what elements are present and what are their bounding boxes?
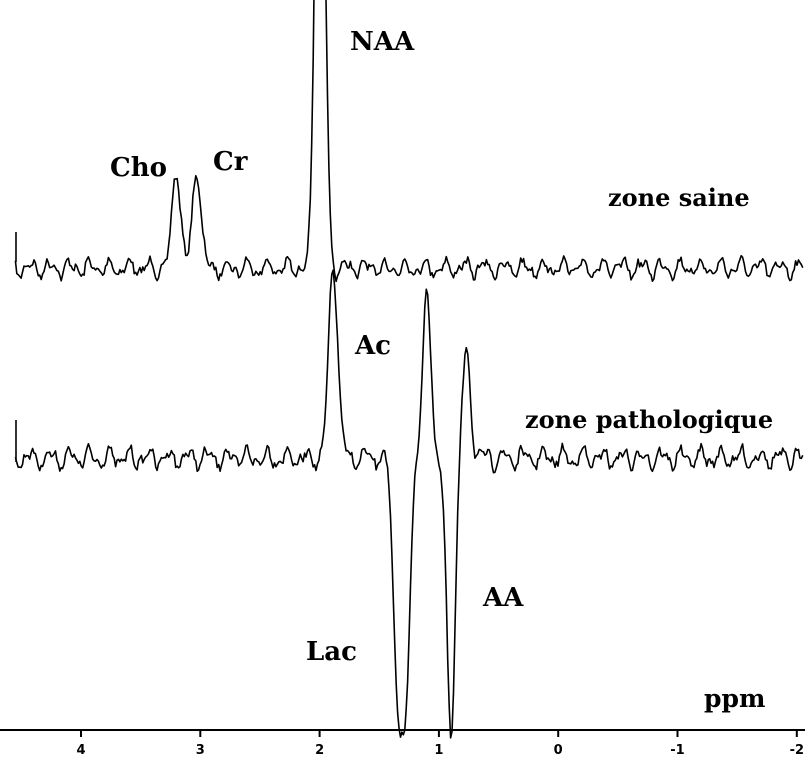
peak-label-aa: AA bbox=[482, 583, 524, 613]
peak-label-cho: Cho bbox=[110, 153, 167, 183]
peak-label-ac: Ac bbox=[354, 331, 391, 361]
peak-label-cr: Cr bbox=[213, 147, 248, 177]
x-axis-label: ppm bbox=[704, 684, 765, 713]
series-label-zone-saine: zone saine bbox=[608, 183, 750, 212]
peak-label-lac: Lac bbox=[306, 637, 357, 667]
spectrum-trace-zone-pathologique bbox=[14, 269, 804, 739]
x-tick-label: -1 bbox=[670, 743, 684, 758]
peak-label-naa: NAA bbox=[350, 27, 415, 57]
x-axis-ticks: 4 3 2 1 0 -1 -2 bbox=[76, 730, 804, 758]
spectrum-trace-zone-saine bbox=[14, 0, 804, 283]
x-tick-label: 0 bbox=[554, 743, 563, 758]
x-tick-label: 2 bbox=[315, 743, 324, 758]
x-tick-label: 1 bbox=[434, 743, 443, 758]
series-label-zone-pathologique: zone pathologique bbox=[525, 405, 773, 434]
x-tick-label: 4 bbox=[76, 743, 85, 758]
x-tick-label: -2 bbox=[790, 743, 804, 758]
x-tick-label: 3 bbox=[196, 743, 205, 758]
